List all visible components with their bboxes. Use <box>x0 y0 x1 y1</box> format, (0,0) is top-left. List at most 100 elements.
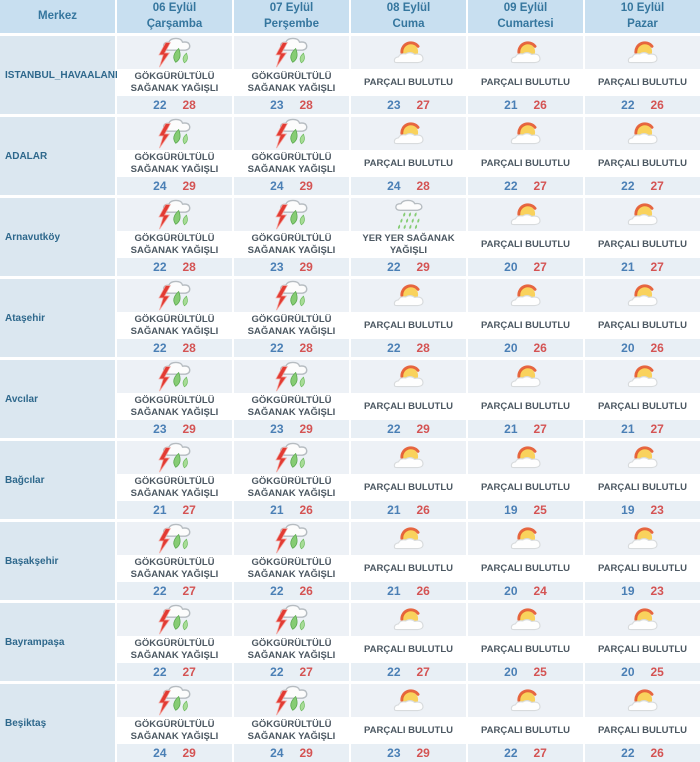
icon-zone <box>585 198 700 231</box>
header-day-cell: 09 Eylül Cumartesi <box>468 0 583 33</box>
forecast-cell: GÖKGÜRÜLTÜLÜ SAĞANAK YAĞIŞLI 24 29 <box>234 117 349 195</box>
condition-text: PARÇALI BULUTLU <box>585 69 700 96</box>
temperature-strip: 21 27 <box>585 258 700 276</box>
condition-text: PARÇALI BULUTLU <box>351 150 466 177</box>
forecast-cell: GÖKGÜRÜLTÜLÜ SAĞANAK YAĞIŞLI 24 29 <box>117 117 232 195</box>
icon-zone <box>234 279 349 312</box>
icon-zone <box>234 360 349 393</box>
condition-text: GÖKGÜRÜLTÜLÜ SAĞANAK YAĞIŞLI <box>234 312 349 339</box>
thunderstorm-icon-art <box>274 37 307 67</box>
header-day-date: 06 Eylül <box>152 1 197 14</box>
partly-cloudy-icon <box>388 281 430 311</box>
condition-text: PARÇALI BULUTLU <box>468 555 583 582</box>
header-day-weekday: Perşembe <box>264 17 319 30</box>
temp-max: 26 <box>650 341 664 355</box>
temperature-strip: 20 27 <box>468 258 583 276</box>
temp-max: 29 <box>182 746 196 760</box>
temp-min: 22 <box>504 746 518 760</box>
forecast-cell: GÖKGÜRÜLTÜLÜ SAĞANAK YAĞIŞLI 22 28 <box>117 198 232 276</box>
temp-max: 26 <box>416 584 430 598</box>
temp-max: 27 <box>182 665 196 679</box>
condition-text: PARÇALI BULUTLU <box>468 312 583 339</box>
condition-text: GÖKGÜRÜLTÜLÜ SAĞANAK YAĞIŞLI <box>117 69 232 96</box>
thunderstorm-icon <box>271 523 313 555</box>
header-day-weekday: Cuma <box>392 17 425 30</box>
partly-cloudy-icon <box>622 605 664 635</box>
forecast-cell: GÖKGÜRÜLTÜLÜ SAĞANAK YAĞIŞLI 22 27 <box>234 603 349 681</box>
temp-max: 27 <box>416 98 430 112</box>
thunderstorm-icon-art <box>274 199 307 229</box>
sun-behind-cloud-icon-art <box>393 607 424 630</box>
forecast-cell: PARÇALI BULUTLU 23 27 <box>351 36 466 114</box>
partly-cloudy-icon <box>505 281 547 311</box>
temp-max: 29 <box>299 422 313 436</box>
thunderstorm-icon <box>154 442 196 474</box>
temp-max: 26 <box>533 98 547 112</box>
thunderstorm-icon <box>154 199 196 231</box>
forecast-cell: PARÇALI BULUTLU 24 28 <box>351 117 466 195</box>
forecast-cell: PARÇALI BULUTLU 21 27 <box>468 360 583 438</box>
forecast-cell: GÖKGÜRÜLTÜLÜ SAĞANAK YAĞIŞLI 21 27 <box>117 441 232 519</box>
icon-zone <box>351 603 466 636</box>
temp-max: 26 <box>416 503 430 517</box>
temperature-strip: 23 29 <box>117 420 232 438</box>
table-row: Ataşehir GÖKGÜRÜLTÜLÜ SAĞANAK YAĞIŞLI 22… <box>0 279 700 357</box>
temperature-strip: 23 29 <box>351 744 466 762</box>
temperature-strip: 24 29 <box>234 177 349 195</box>
icon-zone <box>117 603 232 636</box>
thunderstorm-icon <box>271 118 313 150</box>
temp-min: 21 <box>387 503 401 517</box>
temp-max: 27 <box>182 503 196 517</box>
condition-text: GÖKGÜRÜLTÜLÜ SAĞANAK YAĞIŞLI <box>234 636 349 663</box>
temp-max: 27 <box>533 179 547 193</box>
district-label: ADALAR <box>0 117 115 195</box>
icon-zone <box>351 522 466 555</box>
temp-min: 24 <box>270 179 284 193</box>
temp-min: 24 <box>270 746 284 760</box>
forecast-cell: PARÇALI BULUTLU 22 27 <box>585 117 700 195</box>
temp-max: 29 <box>416 746 430 760</box>
temp-max: 27 <box>299 665 313 679</box>
temperature-strip: 22 27 <box>117 663 232 681</box>
thunderstorm-icon <box>271 442 313 474</box>
thunderstorm-icon-art <box>157 523 190 553</box>
condition-text: PARÇALI BULUTLU <box>585 717 700 744</box>
table-header: Merkez 06 Eylül Çarşamba 07 Eylül Perşem… <box>0 0 700 33</box>
icon-zone <box>585 360 700 393</box>
header-day-weekday: Cumartesi <box>497 17 554 30</box>
temp-max: 29 <box>182 179 196 193</box>
thunderstorm-icon <box>271 199 313 231</box>
temp-min: 22 <box>270 665 284 679</box>
icon-zone <box>117 684 232 717</box>
forecast-cell: PARÇALI BULUTLU 20 27 <box>468 198 583 276</box>
condition-text: GÖKGÜRÜLTÜLÜ SAĞANAK YAĞIŞLI <box>234 717 349 744</box>
temp-min: 21 <box>270 503 284 517</box>
forecast-cell: GÖKGÜRÜLTÜLÜ SAĞANAK YAĞIŞLI 22 28 <box>117 36 232 114</box>
condition-text: PARÇALI BULUTLU <box>585 312 700 339</box>
temperature-strip: 19 23 <box>585 582 700 600</box>
partly-cloudy-icon <box>505 443 547 473</box>
forecast-cell: PARÇALI BULUTLU 19 23 <box>585 441 700 519</box>
condition-text: PARÇALI BULUTLU <box>468 231 583 258</box>
table-row: Beşiktaş GÖKGÜRÜLTÜLÜ SAĞANAK YAĞIŞLI 24… <box>0 684 700 762</box>
condition-text: PARÇALI BULUTLU <box>468 150 583 177</box>
sun-behind-cloud-icon-art <box>627 526 658 549</box>
thunderstorm-icon <box>154 604 196 636</box>
partly-cloudy-icon <box>505 119 547 149</box>
temperature-strip: 24 29 <box>117 177 232 195</box>
temperature-strip: 24 28 <box>351 177 466 195</box>
partly-cloudy-icon <box>388 119 430 149</box>
temp-max: 25 <box>650 665 664 679</box>
condition-text: PARÇALI BULUTLU <box>468 69 583 96</box>
temp-min: 20 <box>621 665 635 679</box>
thunderstorm-icon-art <box>157 199 190 229</box>
temp-min: 22 <box>270 341 284 355</box>
forecast-cell: GÖKGÜRÜLTÜLÜ SAĞANAK YAĞIŞLI 22 27 <box>117 522 232 600</box>
temp-max: 26 <box>299 584 313 598</box>
icon-zone <box>351 279 466 312</box>
condition-text: GÖKGÜRÜLTÜLÜ SAĞANAK YAĞIŞLI <box>234 150 349 177</box>
thunderstorm-icon-art <box>274 604 307 634</box>
partly-cloudy-icon <box>505 686 547 716</box>
forecast-cell: PARÇALI BULUTLU 22 28 <box>351 279 466 357</box>
icon-zone <box>585 441 700 474</box>
